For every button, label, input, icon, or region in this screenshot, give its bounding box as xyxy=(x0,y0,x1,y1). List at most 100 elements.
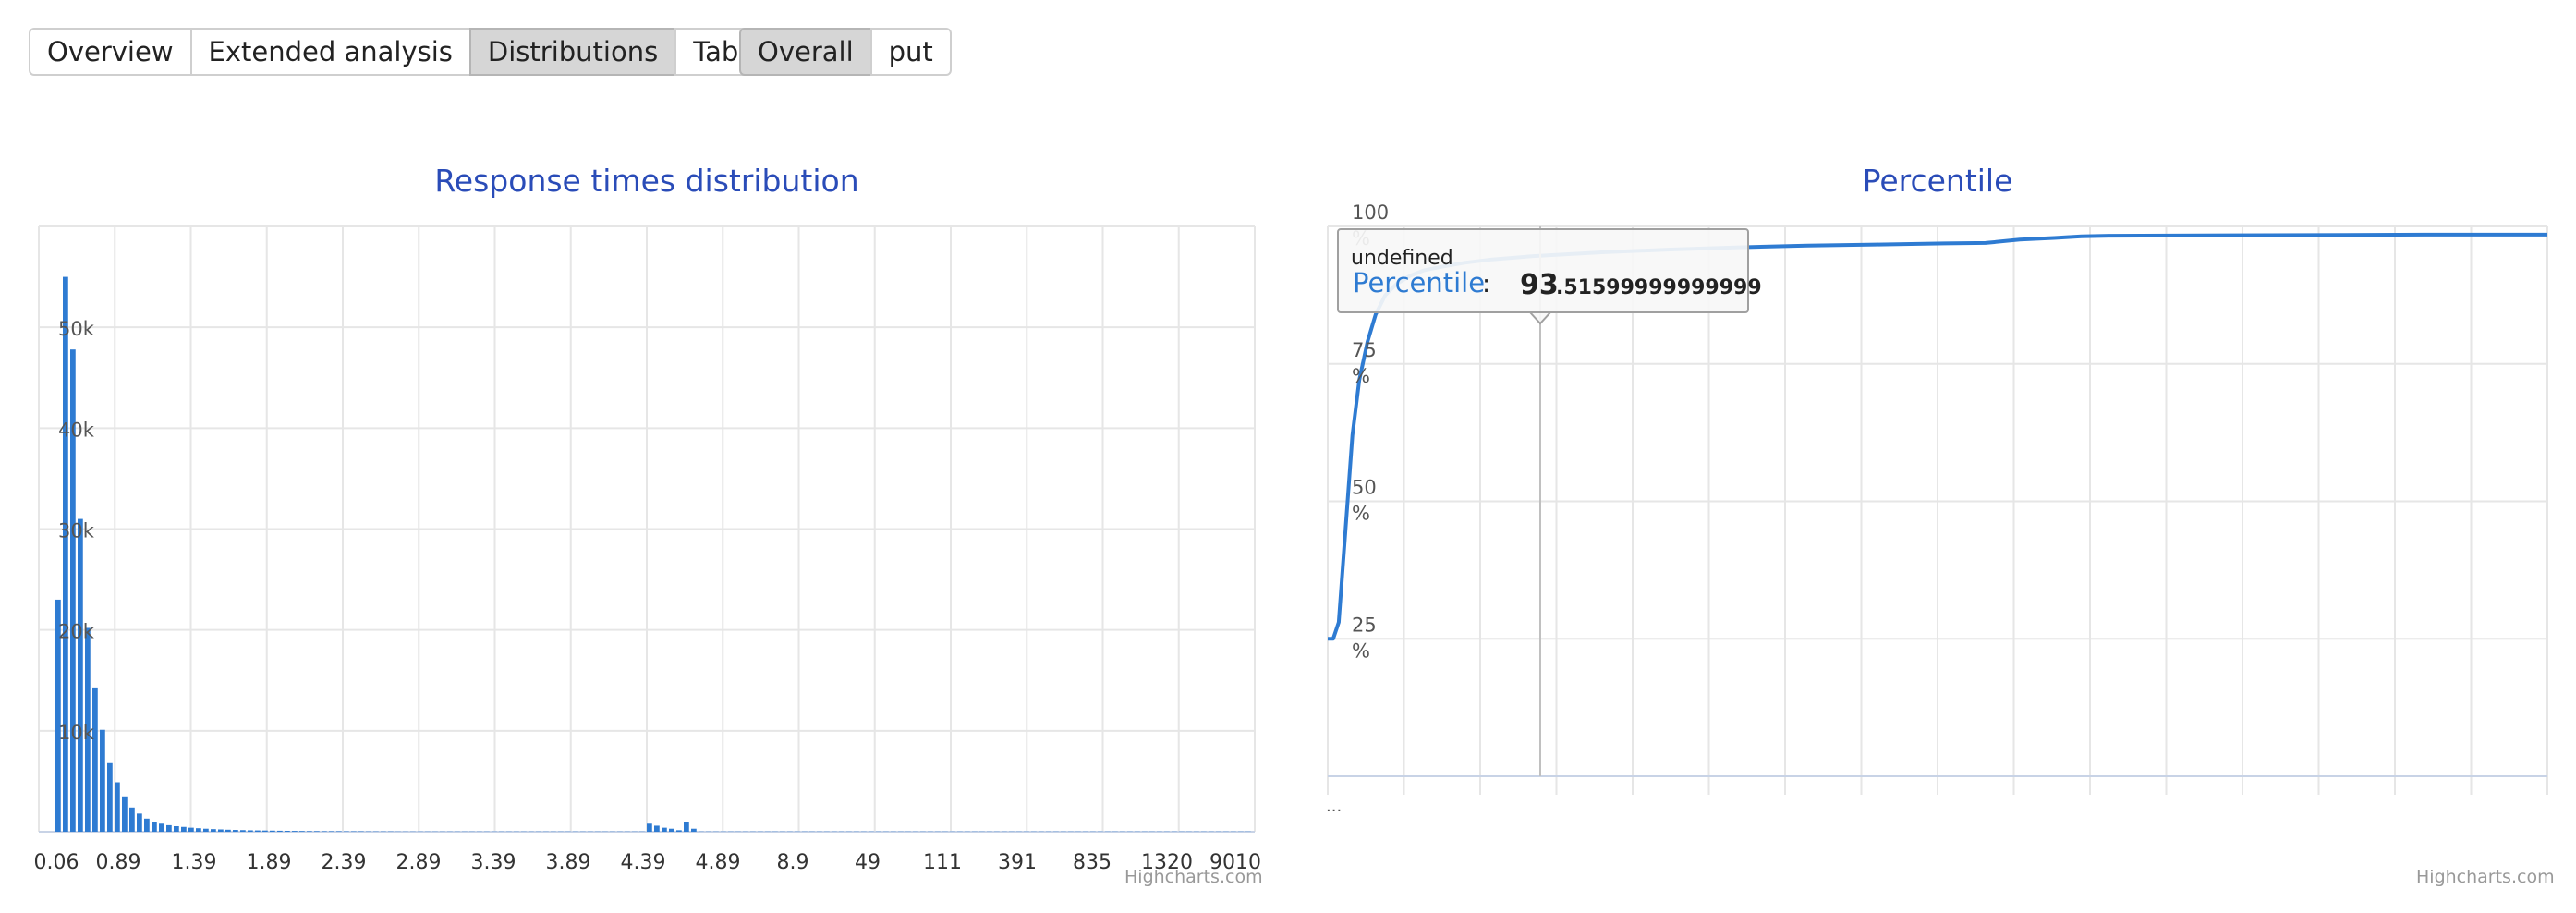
distribution-bar xyxy=(70,349,76,832)
distribution-bar xyxy=(691,828,697,832)
distribution-bar xyxy=(55,599,61,832)
distribution-x-tick-label: 2.39 xyxy=(322,851,367,874)
percentile-y-tick-label: 100 xyxy=(1352,201,1389,224)
distribution-bar xyxy=(107,762,113,832)
distribution-bar xyxy=(122,796,128,832)
distribution-bar xyxy=(129,807,135,832)
distribution-bar xyxy=(174,825,179,832)
distribution-x-tick-label: 3.39 xyxy=(471,851,516,874)
distribution-x-tick-label: 8.9 xyxy=(777,851,809,874)
distribution-bar xyxy=(270,830,275,832)
distribution-bar xyxy=(211,829,216,832)
distribution-bar xyxy=(307,831,312,832)
distribution-x-tick-label: 0.89 xyxy=(96,851,141,874)
percentile-y-tick-unit: % xyxy=(1352,365,1370,387)
distribution-y-tick-label: 20k xyxy=(58,621,95,643)
distribution-bar xyxy=(188,827,194,832)
percentile-y-tick-unit: % xyxy=(1352,503,1370,525)
distribution-x-tick-label: 835 xyxy=(1073,851,1112,874)
distribution-bar xyxy=(233,830,238,832)
distribution-bar xyxy=(115,782,120,832)
percentile-y-tick-label: 75 xyxy=(1352,339,1377,361)
distribution-bar xyxy=(255,830,261,832)
distribution-x-tick-label: 1320 xyxy=(1141,851,1193,874)
distribution-bar xyxy=(322,831,327,832)
tab-overview[interactable]: Overview xyxy=(29,28,192,76)
distribution-bar xyxy=(277,830,283,832)
distribution-bar xyxy=(248,830,253,832)
distribution-bar xyxy=(144,818,150,832)
distribution-bar xyxy=(92,687,98,832)
percentile-y-tick-label: 25 xyxy=(1352,614,1377,636)
distribution-bar xyxy=(662,827,667,832)
distribution-y-tick-label: 50k xyxy=(58,318,95,340)
distribution-bar xyxy=(100,729,105,832)
distribution-x-tick-label: 1.89 xyxy=(247,851,292,874)
distribution-bar xyxy=(63,276,68,832)
distribution-x-tick-label: 111 xyxy=(923,851,962,874)
distribution-x-tick-label: 2.89 xyxy=(396,851,442,874)
distribution-bar xyxy=(181,826,187,832)
distribution-x-tick-label: 1.39 xyxy=(172,851,217,874)
distribution-bar xyxy=(78,518,83,832)
distribution-x-axis-labels: 0.06 0.89 1.39 1.89 2.39 2.89 3.39 3.89 4.39 4.89… xyxy=(34,851,1261,874)
distribution-bar xyxy=(262,830,268,832)
distribution-x-tick-label: 49 xyxy=(855,851,881,874)
distribution-credits[interactable]: Highcharts.com xyxy=(1124,867,1263,887)
distribution-y-tick-label: 30k xyxy=(58,520,95,542)
distribution-bar xyxy=(669,828,674,832)
distribution-bar xyxy=(299,831,305,832)
tooltip-value-major: 93 xyxy=(1520,269,1559,301)
distribution-bar xyxy=(166,824,172,832)
tab-put[interactable]: put xyxy=(869,28,952,76)
distribution-y-axis-labels: 10k 20k 30k 40k 50k xyxy=(58,318,95,744)
distribution-y-tick-label: 10k xyxy=(58,722,95,744)
tooltip-header: undefined xyxy=(1351,247,1453,270)
tab-distributions[interactable]: Distributions xyxy=(468,28,677,76)
tab-overall[interactable]: Overall xyxy=(739,28,872,76)
distribution-x-tick-label: 4.39 xyxy=(621,851,666,874)
distribution-bar xyxy=(314,831,320,832)
tooltip-series-label: Percentile xyxy=(1353,267,1485,298)
distribution-chart: 10k 20k 30k 40k 50k 0.06 0.89 1.39 1.89 2.39 2.89… xyxy=(34,225,1261,874)
distribution-bar xyxy=(292,831,298,832)
percentile-y-tick-unit: % xyxy=(1352,639,1370,662)
distribution-bar xyxy=(85,627,91,832)
distribution-bars xyxy=(55,276,1251,832)
case-tabs: Overall put xyxy=(739,28,952,76)
distribution-bar xyxy=(684,822,689,832)
distribution-x-tick-label: 3.89 xyxy=(546,851,591,874)
percentile-chart-title: Percentile xyxy=(1862,163,2013,199)
distribution-x-tick-label: 0.06 xyxy=(34,851,79,874)
tab-extended-analysis[interactable]: Extended analysis xyxy=(189,28,471,76)
distribution-bar xyxy=(676,830,682,832)
distribution-y-tick-label: 40k xyxy=(58,419,95,441)
distribution-x-tick-label: 391 xyxy=(998,851,1037,874)
distribution-bar xyxy=(196,828,201,832)
percentile-x-axis-label: ... xyxy=(1326,797,1342,816)
distribution-x-tick-label: 9010 xyxy=(1209,851,1261,874)
distribution-bar xyxy=(647,823,652,832)
percentile-y-tick-label: 50 xyxy=(1352,477,1377,499)
distribution-bar xyxy=(152,822,157,832)
percentile-credits[interactable]: Highcharts.com xyxy=(2416,867,2555,887)
distribution-bar xyxy=(285,831,290,832)
distribution-bar xyxy=(203,828,209,832)
distribution-bar xyxy=(336,831,342,832)
tooltip-pointer xyxy=(1527,311,1553,325)
distribution-chart-title: Response times distribution xyxy=(434,163,859,199)
percentile-y-axis-labels: 25%50%75%100% xyxy=(1352,201,1389,662)
distribution-x-tick-label: 4.89 xyxy=(696,851,741,874)
distribution-bar xyxy=(137,813,142,832)
tooltip-separator: : xyxy=(1482,270,1490,298)
distribution-bar xyxy=(240,830,246,832)
distribution-bar xyxy=(218,829,224,832)
distribution-bar xyxy=(329,831,334,832)
distribution-bar xyxy=(159,823,164,832)
percentile-grid: ... xyxy=(1326,225,2548,816)
distribution-bar xyxy=(225,829,231,832)
tooltip-value-minor: .51599999999999 xyxy=(1556,276,1762,299)
distribution-bar xyxy=(654,825,660,832)
